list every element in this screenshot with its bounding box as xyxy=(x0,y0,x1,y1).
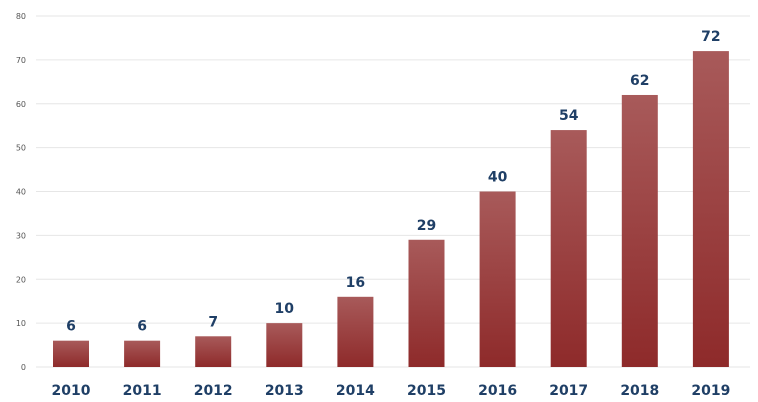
y-tick-label: 40 xyxy=(16,188,26,197)
y-tick-label: 30 xyxy=(16,231,26,240)
bar xyxy=(337,296,374,367)
gridlines xyxy=(36,15,750,368)
x-tick-label: 2019 xyxy=(691,383,730,399)
data-label: 7 xyxy=(208,314,218,330)
data-label: 10 xyxy=(275,301,295,317)
y-tick-label: 20 xyxy=(16,275,26,284)
x-tick-label: 2017 xyxy=(549,383,588,399)
bar xyxy=(53,340,89,367)
data-labels: 6 6 7 10 16 29 40 54 62 72 xyxy=(66,29,721,335)
data-label: 6 xyxy=(66,319,76,335)
bar xyxy=(621,94,658,367)
bar xyxy=(266,323,303,367)
data-label: 6 xyxy=(137,319,147,335)
x-tick-label: 2011 xyxy=(123,383,162,399)
y-axis-ticks: 0 10 20 30 40 50 60 70 80 xyxy=(16,12,26,372)
x-tick-label: 2010 xyxy=(52,383,91,399)
y-tick-label: 70 xyxy=(16,56,26,65)
y-tick-label: 60 xyxy=(16,100,26,109)
bar xyxy=(550,130,587,367)
y-tick-label: 10 xyxy=(16,319,26,328)
bar xyxy=(692,51,729,367)
bar xyxy=(479,191,516,367)
x-tick-label: 2014 xyxy=(336,383,375,399)
bar xyxy=(408,239,445,367)
x-tick-label: 2012 xyxy=(194,383,233,399)
x-axis-ticks: 2010 2011 2012 2013 2014 2015 2016 2017 2018 2019 xyxy=(52,383,731,399)
bar xyxy=(195,336,232,367)
bars xyxy=(53,51,729,367)
data-label: 40 xyxy=(488,170,508,186)
x-tick-label: 2016 xyxy=(478,383,517,399)
x-tick-label: 2018 xyxy=(620,383,659,399)
data-label: 16 xyxy=(346,275,365,291)
y-tick-label: 80 xyxy=(16,12,26,21)
data-label: 29 xyxy=(417,218,436,234)
data-label: 54 xyxy=(559,108,579,124)
x-tick-label: 2015 xyxy=(407,383,446,399)
x-tick-label: 2013 xyxy=(265,383,304,399)
data-label: 62 xyxy=(630,73,649,89)
y-tick-label: 0 xyxy=(21,363,26,372)
y-tick-label: 50 xyxy=(16,144,26,153)
data-label: 72 xyxy=(701,29,720,45)
bar xyxy=(124,340,161,367)
